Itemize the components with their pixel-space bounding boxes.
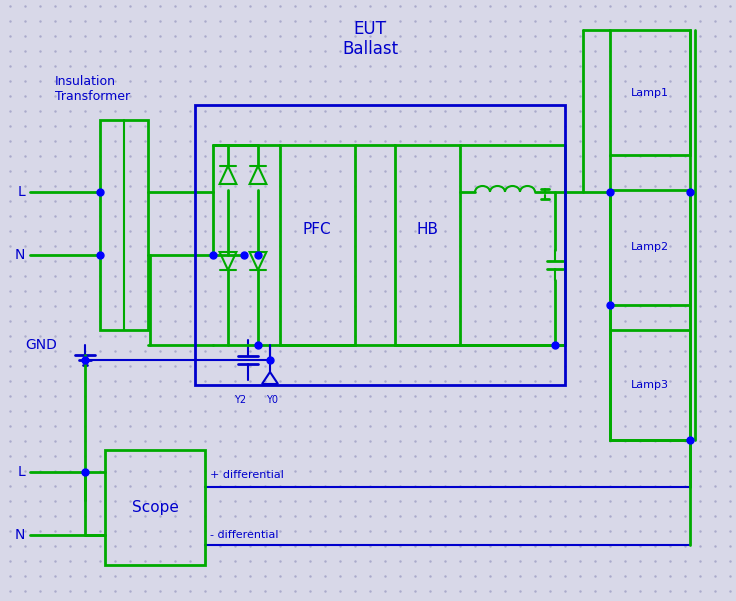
Text: Ballast: Ballast — [342, 40, 398, 58]
Bar — [610, 330, 690, 440]
Bar — [100, 120, 148, 330]
Text: N: N — [15, 528, 25, 542]
Text: PFC: PFC — [302, 222, 331, 237]
Text: EUT: EUT — [353, 20, 386, 38]
Bar — [610, 30, 690, 155]
Text: Insulation
Transformer: Insulation Transformer — [55, 75, 130, 103]
Text: Lamp1: Lamp1 — [631, 88, 669, 97]
Bar — [395, 145, 460, 345]
Bar — [105, 450, 205, 565]
Text: GND: GND — [25, 338, 57, 352]
Bar — [280, 145, 355, 345]
Text: L: L — [17, 185, 25, 199]
Text: HB: HB — [416, 222, 438, 237]
Text: Scope: Scope — [132, 500, 178, 515]
Text: Y0: Y0 — [266, 395, 278, 405]
Text: Y2: Y2 — [234, 395, 246, 405]
Text: L: L — [17, 465, 25, 479]
Bar — [610, 190, 690, 305]
Text: - differential: - differential — [210, 530, 278, 540]
Text: Lamp3: Lamp3 — [631, 380, 669, 390]
Text: + differential: + differential — [210, 470, 284, 480]
Bar — [195, 105, 565, 385]
Text: N: N — [15, 248, 25, 262]
Text: Lamp2: Lamp2 — [631, 242, 669, 252]
